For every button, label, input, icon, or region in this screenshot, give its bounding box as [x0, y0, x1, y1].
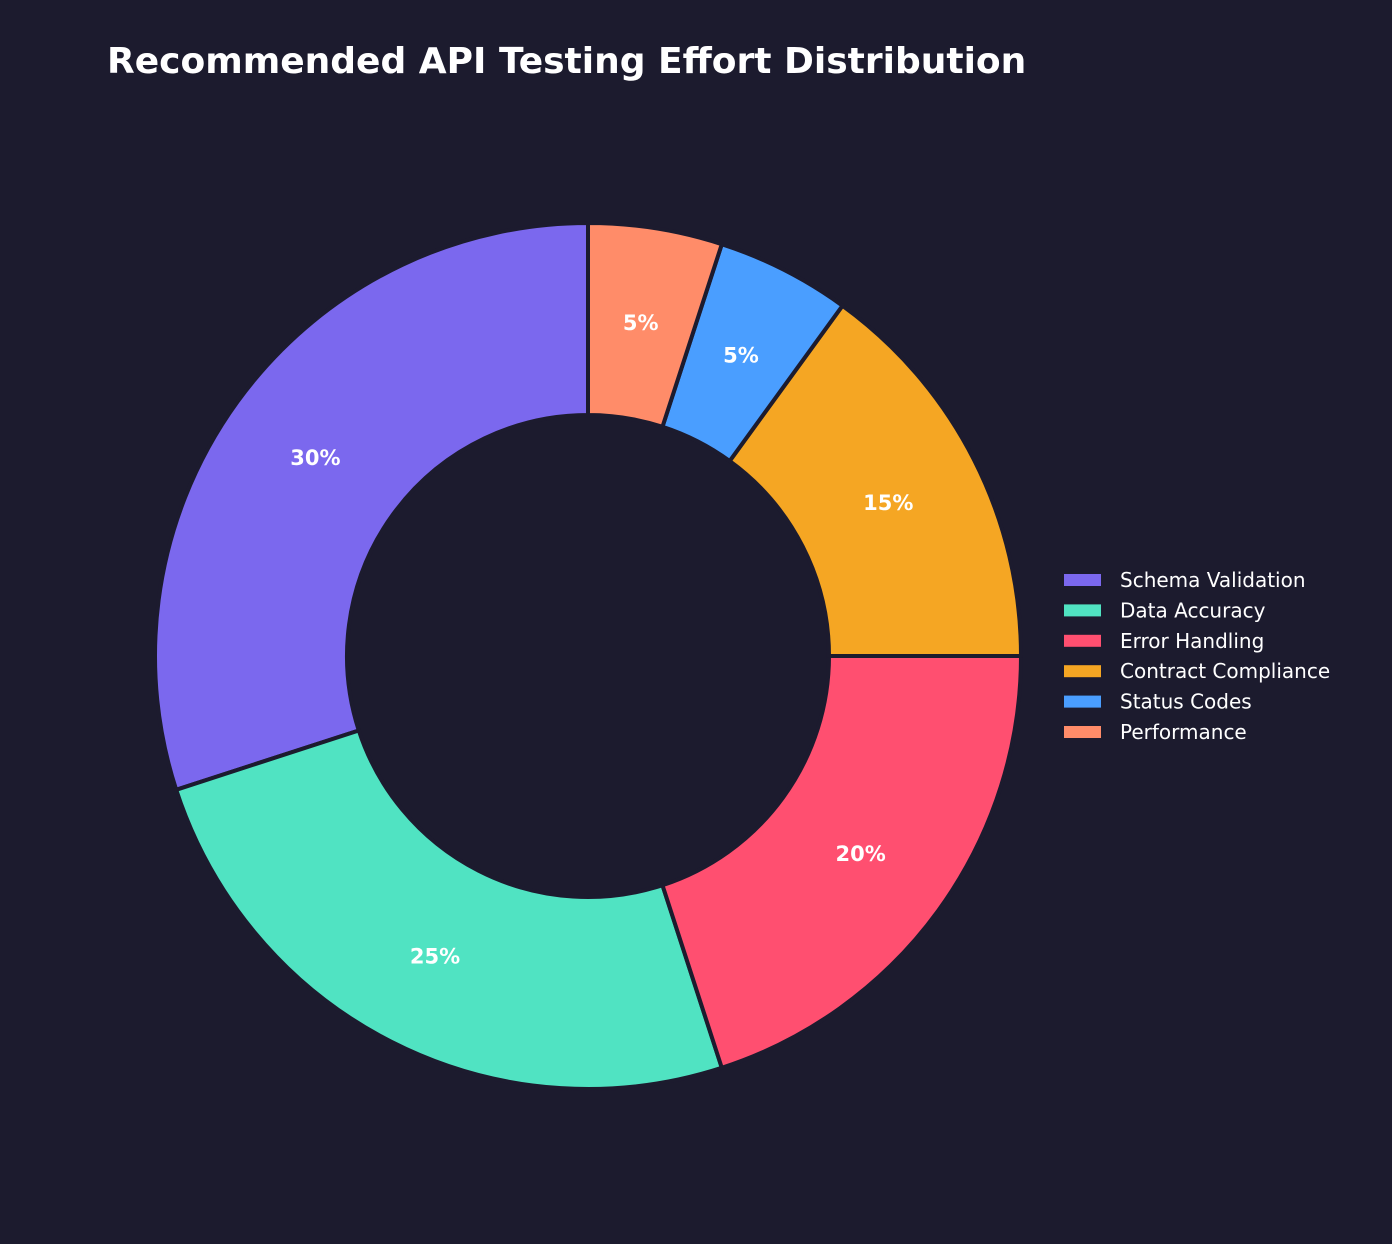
legend-swatch-data-accuracy	[1064, 604, 1101, 617]
legend-item-error-handling: Error Handling	[1064, 629, 1264, 653]
slice-error-handling	[660, 654, 1023, 1070]
legend-label-schema-validation: Schema Validation	[1120, 568, 1306, 592]
donut-slices	[153, 221, 1023, 1092]
slice-label-performance: 5%	[623, 311, 659, 335]
slice-label-contract-compliance: 15%	[863, 491, 913, 515]
slice-labels: 30% 25% 20% 15% 5% 5%	[290, 311, 913, 968]
legend-label-status-codes: Status Codes	[1120, 690, 1252, 714]
legend-item-status-codes: Status Codes	[1064, 690, 1252, 714]
legend: Schema Validation Data Accuracy Error Hand…	[1064, 568, 1330, 744]
legend-swatch-status-codes	[1064, 695, 1101, 708]
legend-label-error-handling: Error Handling	[1120, 629, 1264, 653]
slice-label-schema-validation: 30%	[290, 446, 340, 470]
slice-performance	[586, 221, 724, 429]
slice-data-accuracy	[174, 728, 724, 1092]
legend-swatch-performance	[1064, 726, 1101, 738]
slice-contract-compliance	[727, 303, 1023, 658]
legend-swatch-contract-compliance	[1064, 665, 1101, 678]
legend-swatch-schema-validation	[1064, 574, 1101, 586]
slice-label-data-accuracy: 25%	[410, 944, 460, 968]
legend-label-performance: Performance	[1120, 720, 1247, 744]
legend-label-data-accuracy: Data Accuracy	[1120, 598, 1266, 622]
legend-label-contract-compliance: Contract Compliance	[1120, 659, 1330, 683]
legend-item-schema-validation: Schema Validation	[1064, 568, 1306, 592]
legend-swatch-error-handling	[1064, 634, 1101, 647]
legend-item-performance: Performance	[1064, 720, 1247, 744]
chart-title: Recommended API Testing Effort Distribut…	[107, 41, 1026, 82]
slice-label-status-codes: 5%	[723, 344, 759, 368]
slice-schema-validation	[153, 221, 590, 792]
slice-label-error-handling: 20%	[836, 842, 886, 866]
legend-item-contract-compliance: Contract Compliance	[1064, 659, 1330, 683]
legend-item-data-accuracy: Data Accuracy	[1064, 598, 1266, 622]
